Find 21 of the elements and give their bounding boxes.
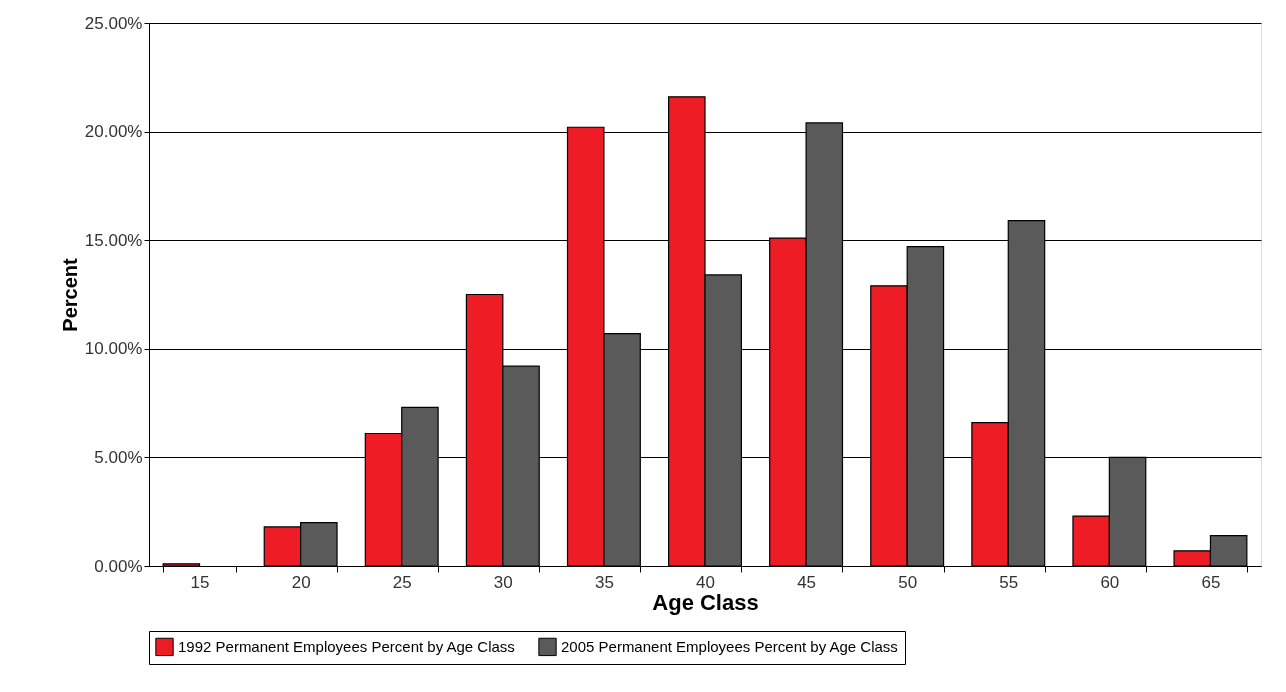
x-tick-label: 65 bbox=[1201, 572, 1221, 592]
x-axis-title: Age Class bbox=[652, 589, 759, 615]
legend-label: 1992 Permanent Employees Percent by Age Class bbox=[178, 637, 515, 655]
y-tick-label: 15.00% bbox=[84, 230, 143, 250]
x-tick-label: 15 bbox=[190, 572, 210, 592]
y-tick-label: 20.00% bbox=[84, 122, 143, 142]
x-tick-label: 50 bbox=[898, 572, 918, 592]
x-tick-label: 40 bbox=[696, 572, 715, 592]
y-tick-label: 10.00% bbox=[84, 339, 143, 359]
y-tick-label: 25.00% bbox=[84, 13, 143, 33]
y-tick-label: 5.00% bbox=[94, 447, 143, 467]
x-tick-label: 30 bbox=[493, 572, 513, 592]
y-tick-label: 0.00% bbox=[94, 556, 143, 576]
x-tick-label: 20 bbox=[291, 572, 311, 592]
x-tick-label: 55 bbox=[999, 572, 1019, 592]
y-axis-title: Percent bbox=[58, 257, 81, 332]
x-tick-label: 25 bbox=[392, 572, 412, 592]
legend-label: 2005 Permanent Employees Percent by Age Class bbox=[561, 637, 898, 655]
x-tick-label: 35 bbox=[594, 572, 614, 592]
x-tick-label: 45 bbox=[797, 572, 817, 592]
x-tick-label: 60 bbox=[1100, 572, 1120, 592]
